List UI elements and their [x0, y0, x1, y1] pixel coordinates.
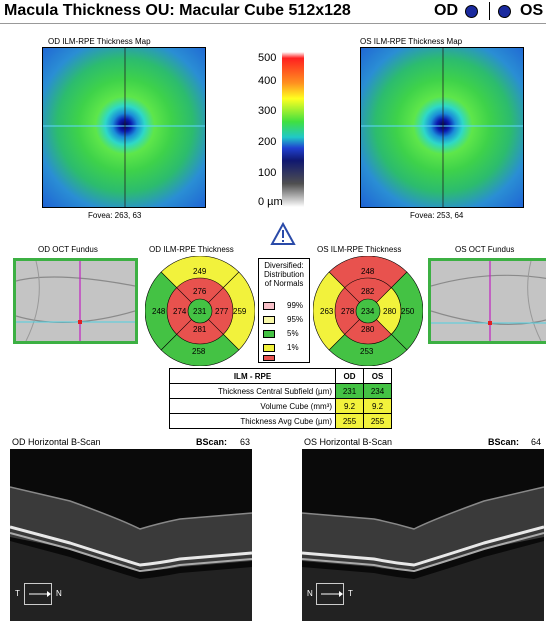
- od-temporal-outer-value: 248: [152, 307, 166, 316]
- normals-legend: Diversified: Distribution of Normals 99%…: [258, 258, 310, 363]
- table-header-os: OS: [363, 368, 392, 384]
- table-header-od: OD: [335, 368, 364, 384]
- os-temporal-outer-value: 263: [320, 307, 334, 316]
- os-map-title: OS ILM-RPE Thickness Map: [360, 37, 463, 46]
- table-header-row: ILM - RPE OD OS: [169, 368, 392, 384]
- legend-swatch: [263, 355, 275, 361]
- os-temporal-inner-value: 278: [341, 307, 355, 316]
- od-nasal-inner-value: 277: [215, 307, 229, 316]
- od-bscan-title: OD Horizontal B-Scan: [12, 437, 101, 447]
- os-eye-dot-icon: [498, 5, 511, 18]
- os-fovea-label: Fovea: 253, 64: [410, 211, 464, 220]
- od-fundus-title: OD OCT Fundus: [38, 245, 98, 254]
- table-row: Thickness Avg Cube (µm) 255 255: [169, 413, 392, 429]
- os-bscan-number: 64: [531, 437, 542, 447]
- legend-label: 5%: [287, 329, 299, 338]
- legend-title: Diversified: Distribution of Normals: [263, 261, 304, 288]
- colorbar-tick: 0 µm: [258, 196, 283, 208]
- os-bscan-image[interactable]: N T: [302, 449, 544, 621]
- row-os-value: 234: [363, 383, 392, 399]
- od-superior-outer-value: 249: [193, 267, 207, 276]
- table-row: Volume Cube (mm³) 9.2 9.2: [169, 398, 392, 414]
- legend-label: 1%: [287, 343, 299, 352]
- od-bscan-label: BScan:: [196, 437, 228, 447]
- od-inferior-inner-value: 281: [193, 325, 207, 334]
- od-superior-inner-value: 276: [193, 287, 207, 296]
- legend-swatch: [263, 330, 275, 338]
- os-nasal-outer-value: 250: [401, 307, 415, 316]
- row-os-value: 255: [363, 413, 392, 429]
- os-fundus-title: OS OCT Fundus: [455, 245, 515, 254]
- od-inferior-outer-value: 258: [192, 347, 206, 356]
- row-od-value: 9.2: [335, 398, 364, 414]
- os-grid-title: OS ILM-RPE Thickness: [317, 245, 402, 254]
- os-bscan-title: OS Horizontal B-Scan: [304, 437, 393, 447]
- od-label: OD: [434, 2, 458, 19]
- colorbar-tick: 500: [258, 52, 277, 64]
- od-eye-dot-icon: [465, 5, 478, 18]
- colorbar-tick: 400: [258, 75, 277, 87]
- page-title: Macula Thickness OU: Macular Cube 512x12…: [4, 2, 351, 19]
- od-temporal-inner-value: 274: [173, 307, 187, 316]
- colorbar-tick: 300: [258, 105, 277, 117]
- od-bscan-number: 63: [240, 437, 251, 447]
- warning-icon[interactable]: [270, 221, 296, 246]
- od-bscan-image[interactable]: T N: [10, 449, 252, 621]
- os-etdrs-grid[interactable]: 248 253 250 263 282 280 280 278 234: [312, 255, 424, 367]
- legend-swatch: [263, 344, 275, 352]
- report-header: Macula Thickness OU: Macular Cube 512x12…: [0, 0, 546, 24]
- os-bscan-label: BScan:: [488, 437, 520, 447]
- os-nasal-inner-value: 280: [383, 307, 397, 316]
- legend-label: 99%: [287, 301, 304, 310]
- os-inferior-outer-value: 253: [360, 347, 374, 356]
- os-fundus-image[interactable]: [428, 258, 546, 344]
- summary-table: ILM - RPE OD OS Thickness Central Subfie…: [169, 368, 392, 429]
- os-superior-outer-value: 248: [361, 267, 375, 276]
- od-orientation-indicator: [24, 583, 52, 605]
- od-nasal-outer-value: 259: [233, 307, 247, 316]
- od-fundus-image[interactable]: [13, 258, 138, 344]
- table-row: Thickness Central Subfield (µm) 231 234: [169, 383, 392, 399]
- eye-separator: [489, 2, 490, 20]
- os-thickness-map[interactable]: [360, 47, 524, 208]
- od-fovea-label: Fovea: 263, 63: [88, 211, 142, 220]
- od-etdrs-grid[interactable]: 249 258 259 248 276 281 277 274 231: [144, 255, 256, 367]
- os-label: OS: [520, 2, 544, 19]
- legend-swatch: [263, 316, 275, 324]
- os-orientation-indicator: [316, 583, 344, 605]
- colorbar-tick: 100: [258, 167, 277, 179]
- od-orientation-left: T: [15, 589, 20, 598]
- os-orientation-right: T: [348, 589, 353, 598]
- od-center-value: 231: [193, 307, 207, 316]
- legend-swatch: [263, 302, 275, 310]
- od-map-title: OD ILM-RPE Thickness Map: [48, 37, 151, 46]
- colorbar-tick: 200: [258, 136, 277, 148]
- od-thickness-map[interactable]: [42, 47, 206, 208]
- os-center-value: 234: [361, 307, 375, 316]
- od-orientation-right: N: [56, 589, 62, 598]
- od-grid-title: OD ILM-RPE Thickness: [149, 245, 234, 254]
- legend-label: 95%: [287, 315, 304, 324]
- os-superior-inner-value: 282: [361, 287, 375, 296]
- os-orientation-left: N: [307, 589, 313, 598]
- row-label: Volume Cube (mm³): [169, 398, 336, 414]
- row-od-value: 231: [335, 383, 364, 399]
- table-header-label: ILM - RPE: [169, 368, 336, 384]
- row-label: Thickness Avg Cube (µm): [169, 413, 336, 429]
- row-od-value: 255: [335, 413, 364, 429]
- os-inferior-inner-value: 280: [361, 325, 375, 334]
- row-os-value: 9.2: [363, 398, 392, 414]
- row-label: Thickness Central Subfield (µm): [169, 383, 336, 399]
- thickness-colorbar: [282, 52, 304, 207]
